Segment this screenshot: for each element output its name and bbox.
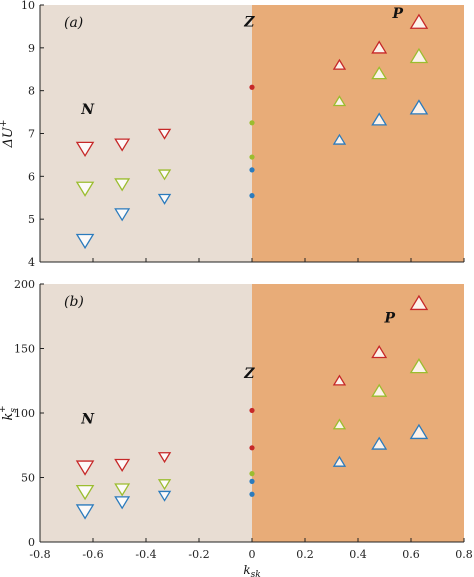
panel-label: (a)	[64, 15, 83, 31]
x-tick-label: 0	[249, 548, 256, 561]
data-point-dot-red	[249, 445, 255, 451]
region-negative-background	[40, 5, 252, 262]
y-axis-label: ks+	[0, 405, 19, 420]
data-point-dot-green	[249, 120, 255, 126]
data-point-dot-green	[249, 471, 255, 477]
data-point-dot-blue	[249, 478, 255, 484]
region-label-n: N	[80, 411, 95, 427]
region-label-p: P	[384, 311, 396, 327]
data-point-triangle-up-green	[371, 66, 388, 80]
data-point-triangle-up-green	[409, 357, 429, 374]
data-point-triangle-up-blue	[409, 99, 429, 115]
x-axis-label: ksk	[243, 563, 260, 577]
data-point-triangle-down-red	[157, 128, 172, 140]
data-point-triangle-down-red	[114, 138, 131, 152]
data-point-dot-blue	[249, 491, 255, 497]
data-point-triangle-down-green	[75, 181, 95, 197]
data-point-triangle-up-green	[332, 95, 347, 107]
data-point-triangle-down-green	[157, 479, 172, 491]
data-point-triangle-down-blue	[157, 490, 172, 502]
data-point-triangle-up-green	[409, 47, 429, 64]
data-point-triangle-up-blue	[409, 423, 429, 440]
data-point-triangle-up-red	[371, 40, 388, 54]
data-point-dot-green	[249, 154, 255, 160]
y-tick-label: 150	[14, 343, 35, 356]
data-point-triangle-up-red	[409, 294, 429, 311]
data-point-triangle-up-red	[409, 13, 429, 29]
region-positive-background	[252, 284, 464, 542]
data-point-triangle-down-green	[157, 169, 172, 181]
y-tick-label: 8	[28, 85, 35, 98]
data-point-triangle-up-red	[332, 58, 347, 70]
data-point-triangle-down-green	[75, 484, 95, 501]
data-point-triangle-down-red	[75, 141, 95, 158]
data-point-triangle-up-red	[371, 344, 388, 359]
data-point-triangle-down-green	[114, 483, 131, 497]
data-point-triangle-down-blue	[114, 496, 131, 510]
data-point-triangle-down-red	[114, 458, 131, 472]
y-tick-label: 7	[28, 128, 35, 141]
y-tick-label: 6	[28, 170, 35, 183]
data-point-triangle-down-red	[157, 452, 172, 464]
x-tick-label: -0.2	[188, 548, 209, 561]
y-tick-label: 10	[21, 0, 35, 12]
data-point-triangle-up-green	[332, 418, 347, 430]
region-label-z: Z	[243, 14, 255, 30]
region-positive-background	[252, 5, 464, 262]
data-point-triangle-up-blue	[371, 436, 388, 450]
y-axis-label: ΔU+	[0, 120, 16, 149]
y-tick-label: 100	[14, 407, 35, 420]
data-point-triangle-up-green	[371, 383, 388, 397]
data-point-triangle-down-red	[75, 460, 95, 476]
data-point-triangle-down-blue	[75, 504, 95, 520]
data-point-triangle-down-blue	[75, 233, 95, 250]
region-label-p: P	[391, 6, 403, 22]
data-point-triangle-down-blue	[114, 208, 131, 222]
data-point-triangle-down-green	[114, 178, 131, 192]
region-negative-background	[40, 284, 252, 542]
y-tick-label: 5	[28, 213, 35, 226]
y-tick-label: 9	[28, 42, 35, 55]
y-tick-label: 0	[28, 536, 35, 549]
data-point-dot-blue	[249, 167, 255, 173]
panel-b-chart: 0 50 100 150 200 -0.8 -0.6 -0.4 -0.2 0 0.2 0.4 0.6 0.…	[0, 278, 473, 577]
data-point-triangle-up-blue	[332, 133, 347, 145]
panel-label: (b)	[64, 294, 84, 310]
data-point-triangle-up-blue	[371, 112, 388, 126]
x-tick-label: -0.8	[29, 548, 50, 561]
data-point-dot-red	[249, 407, 255, 414]
panel-a-chart: 4 5 6 7 8 9 10 (a) N Z P ΔU+	[0, 0, 465, 269]
data-point-dot-red	[249, 84, 255, 90]
data-point-triangle-up-blue	[332, 455, 347, 467]
data-point-triangle-up-red	[332, 374, 347, 386]
region-label-z: Z	[243, 366, 255, 382]
data-point-triangle-down-blue	[157, 193, 172, 205]
x-tick-label: 0.8	[455, 548, 473, 561]
y-tick-label: 4	[28, 256, 35, 269]
x-tick-label: -0.4	[135, 548, 156, 561]
x-tick-label: 0.2	[296, 548, 314, 561]
y-tick-label: 50	[21, 472, 35, 485]
x-tick-label: -0.6	[82, 548, 103, 561]
x-tick-label: 0.4	[349, 548, 367, 561]
region-label-n: N	[80, 102, 95, 118]
x-tick-label: 0.6	[402, 548, 420, 561]
data-point-dot-blue	[249, 193, 255, 199]
y-tick-label: 200	[14, 278, 35, 291]
